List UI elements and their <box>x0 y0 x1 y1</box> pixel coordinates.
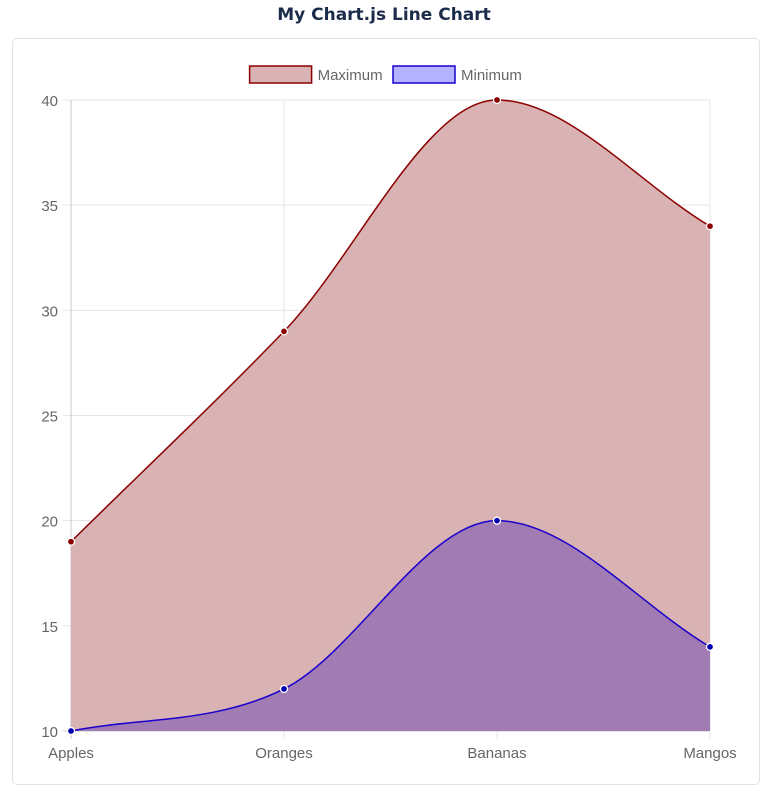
x-tick-label: Apples <box>48 745 94 762</box>
legend-label-minimum: Minimum <box>461 67 522 84</box>
data-point-minimum <box>705 642 715 652</box>
series-lines <box>70 99 711 732</box>
series-line-maximum <box>70 99 711 543</box>
data-point-minimum <box>279 684 289 694</box>
y-tick-label: 20 <box>41 514 58 531</box>
y-tick-label: 10 <box>41 724 58 741</box>
legend: Maximum Minimum <box>248 65 522 84</box>
x-axis-ticks: Apples Oranges Bananas Mangos <box>48 745 737 762</box>
x-tick-label: Bananas <box>467 745 526 762</box>
y-tick-label: 30 <box>41 303 58 320</box>
legend-swatch-maximum <box>248 65 313 84</box>
series-areas <box>71 100 710 731</box>
y-tick-label: 40 <box>41 93 58 110</box>
page-title: My Chart.js Line Chart <box>277 5 491 25</box>
y-tick-label: 25 <box>41 409 58 426</box>
data-point-maximum <box>66 537 76 546</box>
data-point-maximum <box>492 95 502 105</box>
y-axis-ticks: 10 15 20 25 30 35 40 <box>41 93 58 741</box>
data-point-minimum <box>66 726 76 736</box>
series-points <box>66 95 715 736</box>
x-tick-label: Mangos <box>683 745 736 762</box>
data-point-minimum <box>492 516 502 525</box>
series-area-minimum <box>71 520 710 731</box>
legend-swatch-minimum <box>392 65 456 84</box>
series-line-minimum <box>70 519 711 732</box>
y-tick-label: 15 <box>41 619 58 636</box>
data-point-maximum <box>705 222 715 231</box>
data-point-maximum <box>279 327 289 336</box>
y-tick-label: 35 <box>41 198 58 215</box>
x-tick-label: Oranges <box>255 745 313 762</box>
legend-label-maximum: Maximum <box>318 67 383 84</box>
